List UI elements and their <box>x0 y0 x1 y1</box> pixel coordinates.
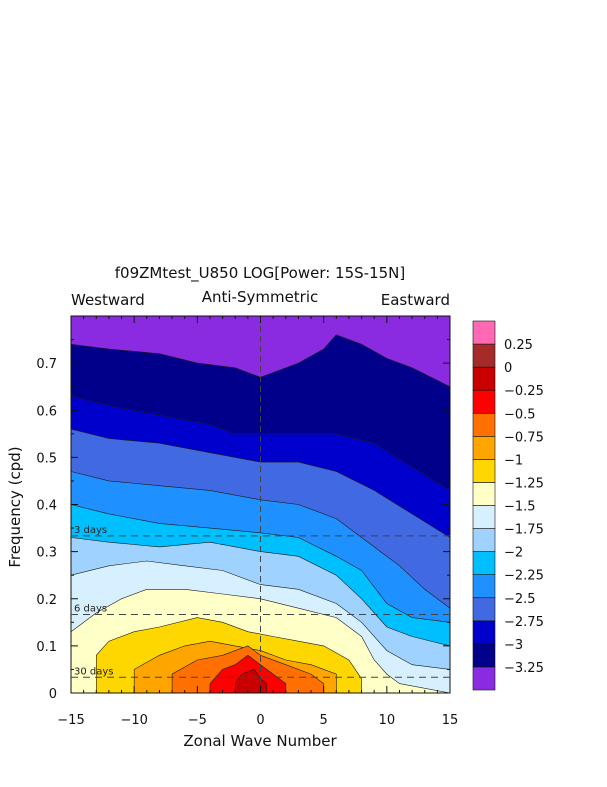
colorbar-swatch <box>472 320 496 345</box>
y-tick-label: 0.6 <box>36 404 57 419</box>
colorbar-swatch <box>472 597 496 622</box>
colorbar-swatch <box>472 366 496 391</box>
period-label: 6 days <box>74 603 107 614</box>
period-label: 30 days <box>74 666 114 677</box>
x-tick-label: 10 <box>379 713 396 728</box>
colorbar-label: −1.75 <box>504 523 544 538</box>
colorbar-label: −2.75 <box>504 615 544 630</box>
colorbar-swatch <box>472 459 496 483</box>
y-tick-label: 0 <box>49 687 57 702</box>
x-tick-label: −10 <box>120 713 147 728</box>
y-tick-label: 0.2 <box>36 593 57 608</box>
colorbar-label: −2.5 <box>504 592 536 607</box>
chart-title: f09ZMtest_U850 LOG[Power: 15S-15N] <box>115 264 405 283</box>
contour-band <box>234 669 268 693</box>
x-tick-label: 5 <box>320 713 328 728</box>
x-tick-label: 0 <box>256 713 264 728</box>
colorbar-label: −2.25 <box>504 569 544 584</box>
colorbar-swatch <box>472 643 496 668</box>
colorbar-swatch <box>472 343 496 368</box>
colorbar-label: −1.25 <box>504 476 544 491</box>
y-axis-label: Frequency (cpd) <box>6 446 24 567</box>
colorbar-swatch <box>472 505 496 529</box>
colorbar-label: −0.25 <box>504 384 544 399</box>
x-axis-label: Zonal Wave Number <box>183 732 337 750</box>
y-tick-label: 0.5 <box>36 451 57 466</box>
colorbar-swatch <box>472 389 496 414</box>
colorbar-swatch <box>472 620 496 645</box>
colorbar: −3.25 −3 −2.75 −2.5 −2.25 −2 −1.75 −1.5 −1.25 −1 −… <box>472 320 544 691</box>
colorbar-swatch <box>472 412 496 437</box>
colorbar-label: −2 <box>504 546 523 561</box>
colorbar-swatch <box>472 436 496 460</box>
colorbar-label: −0.5 <box>504 407 536 422</box>
chart-subtitle: Anti-Symmetric <box>202 288 319 306</box>
colorbar-swatch <box>472 482 496 506</box>
y-axis: 0 0.1 0.2 0.3 0.4 0.5 0.6 0.7 <box>36 339 450 702</box>
plot-area: 3 days 6 days 30 days <box>70 315 451 694</box>
colorbar-label: −0.75 <box>504 430 544 445</box>
colorbar-label: −3 <box>504 638 523 653</box>
x-tick-label: −15 <box>57 713 84 728</box>
colorbar-label: −1 <box>504 453 523 468</box>
x-tick-label: −5 <box>188 713 207 728</box>
y-tick-label: 0.1 <box>36 640 57 655</box>
westward-header: Westward <box>71 291 145 309</box>
colorbar-label: 0.25 <box>504 338 533 353</box>
colorbar-label: 0 <box>504 361 512 376</box>
colorbar-swatch <box>472 574 496 599</box>
y-tick-label: 0.3 <box>36 546 57 561</box>
colorbar-swatch <box>472 551 496 575</box>
colorbar-label: −3.25 <box>504 661 544 676</box>
y-tick-label: 0.7 <box>36 357 57 372</box>
colorbar-swatch <box>472 666 496 691</box>
colorbar-label: −1.5 <box>504 500 536 515</box>
colorbar-swatch <box>472 528 496 552</box>
x-tick-label: 15 <box>442 713 459 728</box>
y-tick-label: 0.4 <box>36 499 57 514</box>
eastward-header: Eastward <box>381 291 450 309</box>
x-axis: −15 −10 −5 0 5 10 15 <box>57 316 458 728</box>
period-label: 3 days <box>74 525 107 536</box>
